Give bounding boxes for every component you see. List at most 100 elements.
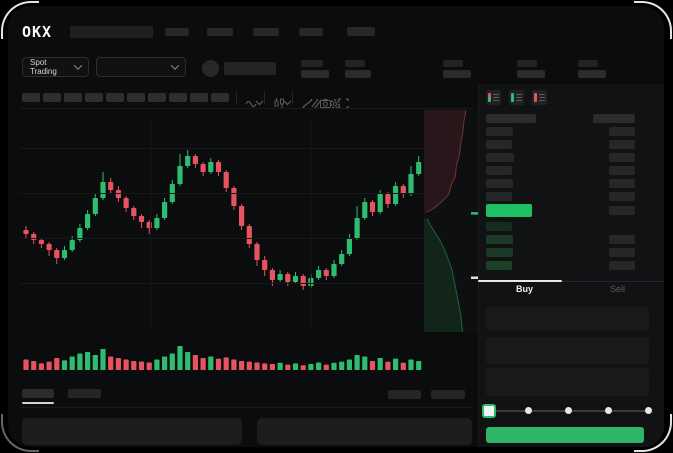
bottom-divider <box>20 407 472 408</box>
market-type-dropdown[interactable]: Spot Trading <box>22 57 89 77</box>
okx-logo: OKX <box>22 23 53 41</box>
book-bids-only-icon[interactable] <box>509 90 524 105</box>
chevron-down-icon <box>170 61 180 70</box>
ob-ask-price-bar[interactable] <box>486 153 514 162</box>
nav-item-bar[interactable] <box>253 28 279 36</box>
ob-last-amount-bar <box>609 206 635 215</box>
tab-sell[interactable]: Sell <box>609 284 625 294</box>
ob-ask-price-bar[interactable] <box>486 140 512 149</box>
ob-bid-price-bar[interactable] <box>486 248 513 257</box>
ob-header-bar <box>486 114 536 123</box>
toolbar-divider <box>20 108 472 109</box>
tab-divider <box>478 281 664 282</box>
nav-item-bar[interactable] <box>299 28 323 36</box>
book-asks-only-icon[interactable] <box>532 90 547 105</box>
stat-bar <box>301 60 323 67</box>
chart-toolbar-icons <box>236 91 349 109</box>
chart-meta-bar <box>388 390 421 399</box>
ob-ask-amount-bar <box>609 192 635 201</box>
toolbar-btn-bar[interactable] <box>22 93 40 102</box>
gridline <box>20 193 424 194</box>
ob-ask-amount-bar <box>609 153 635 162</box>
coin-avatar <box>202 60 219 77</box>
ob-bid-amount-bar <box>609 235 635 244</box>
stat-bar <box>578 60 598 67</box>
gridline <box>310 118 311 330</box>
nav-item-bar[interactable] <box>347 27 375 36</box>
ob-ask-amount-bar <box>609 140 635 149</box>
amount-slider-handle[interactable] <box>482 404 496 418</box>
divider <box>292 91 293 104</box>
price-ticker-bar <box>224 62 276 75</box>
gridline <box>20 148 424 149</box>
divider <box>264 91 265 104</box>
ob-ask-price-bar[interactable] <box>486 179 513 188</box>
ob-ask-price-bar[interactable] <box>486 166 512 175</box>
divider <box>236 91 237 104</box>
ob-ask-price-bar[interactable] <box>486 127 513 136</box>
gridline <box>20 238 424 239</box>
ob-ask-amount-bar <box>609 127 635 136</box>
slider-stop-dot[interactable] <box>604 406 612 414</box>
bottom-input-bar[interactable] <box>257 418 472 445</box>
toolbar-btn-bar[interactable] <box>127 93 145 102</box>
stat-bar <box>517 70 545 78</box>
chevron-down-icon <box>73 61 83 70</box>
ob-bid-price-bar[interactable] <box>486 222 512 231</box>
toolbar-btn-bar[interactable] <box>64 93 82 102</box>
nav-item-bar[interactable] <box>207 28 233 36</box>
candlestick-chart[interactable] <box>20 112 424 336</box>
book-asks-and-bids-icon[interactable] <box>486 90 501 105</box>
toolbar-btn-bar[interactable] <box>190 93 208 102</box>
ob-bid-price-bar[interactable] <box>486 261 512 270</box>
toolbar-btn-bar[interactable] <box>148 93 166 102</box>
stat-bar <box>443 60 463 67</box>
form-input-bar[interactable] <box>486 307 649 331</box>
chart-tab-bar[interactable] <box>22 389 54 398</box>
ob-bid-price-bar[interactable] <box>486 235 513 244</box>
ob-ask-amount-bar <box>609 166 635 175</box>
chart-tab-underline-bar <box>22 402 54 404</box>
orderbook-view-icons <box>486 90 547 105</box>
form-input-bar[interactable] <box>486 337 649 364</box>
gridline <box>20 283 424 284</box>
ob-ask-price-bar[interactable] <box>486 192 512 201</box>
device-corner <box>634 1 672 39</box>
device-corner <box>1 1 39 39</box>
slider-stop-dot[interactable] <box>524 406 532 414</box>
ob-bid-amount-bar <box>609 261 635 270</box>
stat-bar <box>578 70 606 78</box>
toolbar-btn-bar[interactable] <box>43 93 61 102</box>
ob-last-price-bar[interactable] <box>486 204 532 217</box>
ob-header-bar <box>593 114 635 123</box>
ob-bid-amount-bar <box>609 248 635 257</box>
nav-item-bar[interactable] <box>165 28 189 36</box>
bottom-input-bar[interactable] <box>22 418 242 445</box>
stat-bar <box>301 70 329 78</box>
slider-stop-dot[interactable] <box>644 406 652 414</box>
stat-bar <box>345 70 371 78</box>
active-tab-indicator <box>478 280 562 282</box>
toolbar-btn-bar[interactable] <box>169 93 187 102</box>
gridline <box>150 118 151 330</box>
ob-ask-amount-bar <box>609 179 635 188</box>
submit-buy-button[interactable] <box>486 427 644 443</box>
chart-meta-bar <box>431 390 465 399</box>
slider-stop-dot[interactable] <box>564 406 572 414</box>
form-input-bar[interactable] <box>486 368 649 396</box>
nav-title-bar <box>70 26 153 38</box>
chart-tab-bar[interactable] <box>68 389 101 398</box>
volume-chart <box>23 346 422 370</box>
toolbar-btn-bar[interactable] <box>211 93 229 102</box>
tab-buy[interactable]: Buy <box>515 284 533 294</box>
market-type-label: Spot Trading <box>30 58 57 76</box>
trade-tabs: Buy Sell <box>478 284 664 294</box>
stat-bar <box>517 60 537 67</box>
toolbar-btn-bar[interactable] <box>106 93 124 102</box>
stat-bar <box>443 70 471 78</box>
toolbar-btn-bar[interactable] <box>85 93 103 102</box>
depth-strip <box>424 109 478 333</box>
pair-dropdown[interactable] <box>96 57 186 77</box>
stat-bar <box>345 60 365 67</box>
